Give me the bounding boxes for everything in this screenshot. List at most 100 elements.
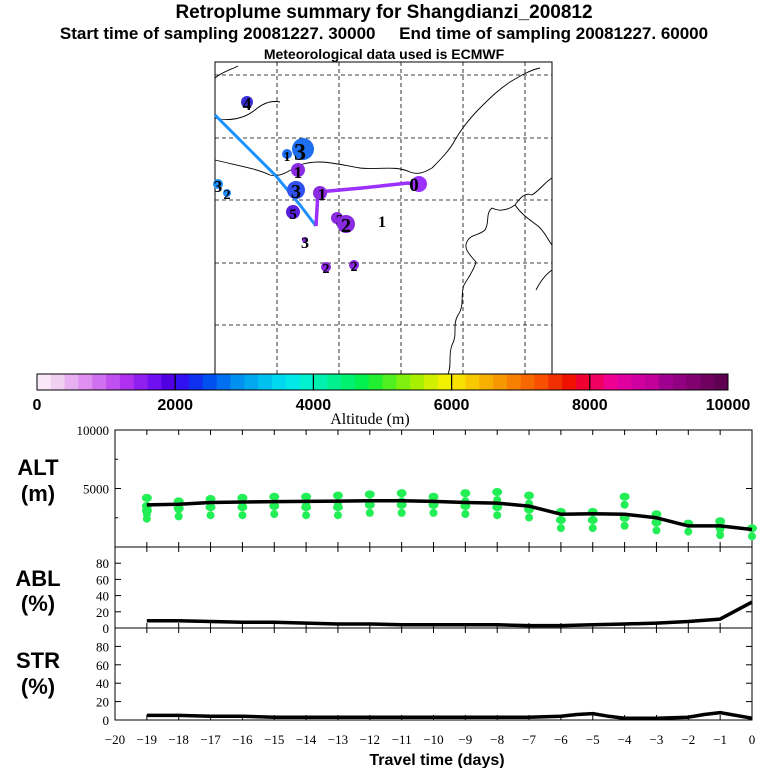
altitude-cluster-dot	[428, 492, 439, 501]
altitude-cluster-dot	[715, 517, 726, 526]
altitude-cluster-dot	[555, 516, 566, 525]
x-axis-title: Travel time (days)	[369, 752, 504, 768]
colorbar-cell	[645, 374, 660, 390]
altitude-cluster-dot	[332, 503, 343, 512]
altitude-cluster-dot	[556, 524, 565, 533]
altitude-cluster-dot	[237, 493, 248, 502]
altitude-cluster-dot	[173, 504, 184, 513]
altitude-cluster-dot	[396, 489, 407, 498]
abl-panel-unit: (%)	[21, 591, 55, 616]
marker-label: 0	[409, 175, 419, 196]
colorbar-cell	[327, 374, 342, 390]
altitude-cluster-dot	[332, 491, 343, 500]
colorbar-cell	[382, 374, 397, 390]
marker-label: 3	[291, 181, 301, 203]
colorbar-cell	[119, 374, 135, 390]
colorbar-cell	[437, 374, 453, 390]
x-tick-label: −2	[681, 732, 695, 747]
colorbar-tick-label: 10000	[706, 397, 751, 414]
colorbar-tick-label: 6000	[434, 397, 470, 414]
y-tick-label: 40	[96, 676, 109, 691]
x-tick-label: −16	[232, 732, 253, 747]
altitude-cluster-dot	[141, 506, 152, 515]
panel-frame	[114, 627, 753, 721]
colorbar-cell	[658, 374, 674, 390]
colorbar-cell	[271, 374, 287, 390]
colorbar-cell	[548, 374, 563, 390]
altitude-cluster-dot	[716, 531, 725, 540]
colorbar-cell	[133, 374, 149, 390]
colorbar-cell	[603, 374, 618, 390]
colorbar-cell	[423, 374, 439, 390]
x-tick-label: −8	[490, 732, 504, 747]
colorbar-cell	[147, 374, 162, 390]
y-tick-label: 80	[96, 556, 109, 571]
x-tick-label: −20	[105, 732, 125, 747]
altitude-cluster-dot	[397, 508, 406, 517]
y-tick-label: 20	[96, 695, 109, 710]
altitude-cluster-dot	[238, 511, 247, 520]
colorbar-cell	[216, 374, 231, 390]
colorbar-cell	[202, 374, 218, 390]
trajectory-marker: 3	[301, 235, 309, 252]
colorbar-cell	[410, 374, 425, 390]
colorbar-cell	[50, 374, 66, 390]
trajectory-marker: 2	[223, 188, 231, 203]
marker-label: 5	[289, 207, 297, 223]
blue-trajectory-line	[213, 113, 318, 227]
altitude-cluster-dot	[524, 491, 535, 500]
altitude-cluster-dot	[396, 500, 407, 509]
altitude-cluster-dot	[364, 490, 375, 499]
panel-alt: 5000 10000	[77, 423, 757, 548]
altitude-cluster-dot	[684, 527, 693, 536]
altitude-cluster-dot	[269, 502, 280, 511]
trajectory-markers: 4 3 1 1 3 2 3	[213, 94, 427, 277]
marker-label: 1	[294, 163, 303, 182]
trajectory-marker: 3	[292, 138, 314, 166]
altitude-cluster-dot	[301, 492, 312, 501]
colorbar-cell	[465, 374, 480, 390]
marker-label: 2	[341, 215, 351, 237]
colorbar-cell	[258, 374, 273, 390]
map-boundaries	[214, 65, 553, 375]
colorbar-cell	[631, 374, 646, 390]
marker-label: 1	[318, 185, 327, 204]
trajectory-marker: 4	[241, 94, 253, 114]
x-tick-label: −18	[169, 732, 189, 747]
colorbar-cell	[575, 374, 591, 390]
marker-label: 2	[351, 260, 358, 275]
marker-label: 2	[323, 262, 330, 277]
altitude-cluster-dot	[525, 513, 534, 522]
colorbar-tick-label: 8000	[572, 397, 608, 414]
colorbar-cell	[161, 374, 176, 390]
trajectory-marker: 1	[378, 214, 386, 231]
marker-label: 1	[378, 214, 386, 231]
y-tick-label: 5000	[83, 482, 109, 497]
x-tick-label: −12	[360, 732, 380, 747]
trajectory-marker: 1	[291, 163, 305, 182]
sampling-time-subtitle: Start time of sampling 20081227. 30000 E…	[59, 24, 709, 43]
str-panel-label: STR	[16, 648, 60, 673]
meteorological-data-line: Meteorological data used is ECMWF	[263, 46, 505, 62]
x-tick-label: −17	[200, 732, 221, 747]
y-tick-label: 0	[103, 713, 110, 728]
colorbar-cell	[92, 374, 107, 390]
colorbar-cell	[189, 374, 204, 390]
colorbar-cell	[686, 374, 701, 390]
colorbar-cell	[175, 374, 190, 390]
trajectory-marker: 1	[282, 149, 292, 165]
altitude-cluster-dot	[206, 511, 215, 520]
y-tick-label: 60	[96, 658, 109, 673]
colorbar-cell	[368, 374, 383, 390]
x-tick-label: −6	[554, 732, 568, 747]
colorbar-cell	[285, 374, 301, 390]
marker-label: 3	[214, 177, 223, 196]
panel-frame	[114, 546, 753, 629]
altitude-cluster-dot	[748, 532, 756, 541]
str-panel-unit: (%)	[21, 674, 55, 699]
x-tick-label: 0	[749, 732, 756, 747]
colorbar-cell	[106, 374, 121, 390]
x-tick-label: −4	[618, 732, 632, 747]
